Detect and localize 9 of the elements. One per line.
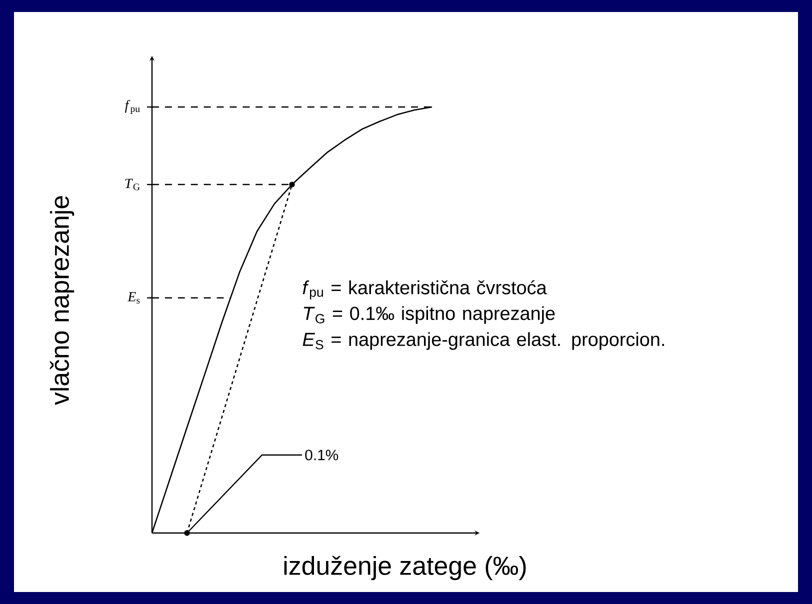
annotation: E$_{S}$ = naprezanje-granica elast. proporcion. [302,332,664,350]
y-axis-title: vlačno naprezanje [50,196,74,406]
ref-line-label: f$_{pu}$ [124,100,140,114]
ref-line-label: E$_{s}$ [128,292,140,304]
annotation: f$_{pu}$ = karakteristična čvrstoća [302,280,547,300]
annotation: 0.1% [305,450,338,460]
ref-line-label: T$_{G}$ [125,178,140,190]
x-axis-title: izduženje zatege (‰) [284,556,526,580]
annotation: T$_{G}$ = 0.1‰ ispitno naprezanje [304,306,555,324]
